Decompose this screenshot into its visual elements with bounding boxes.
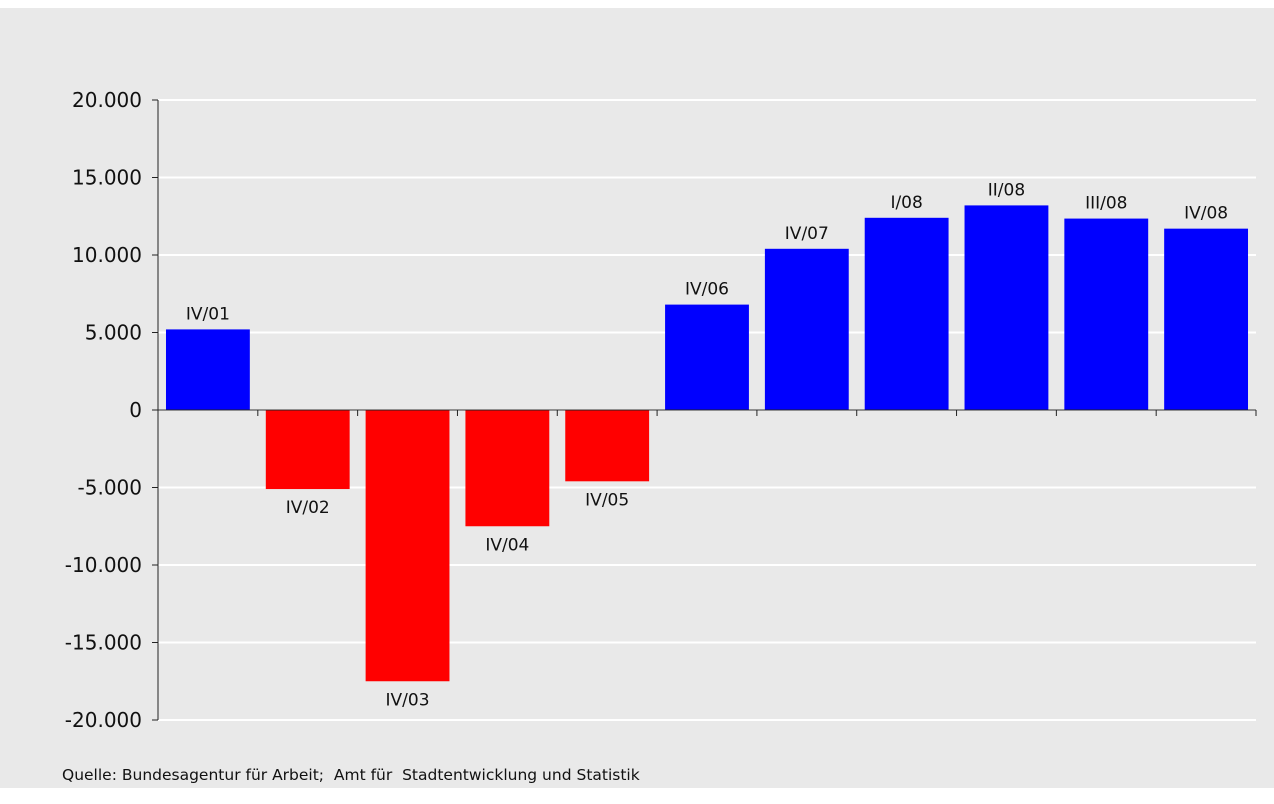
source-note: Quelle: Bundesagentur für Arbeit; Amt fü…: [62, 766, 640, 784]
bar-iv-06: [665, 304, 749, 410]
y-tick-label: -15.000: [65, 631, 142, 655]
y-tick-label: 15.000: [72, 166, 142, 190]
bar-iii-08: [1064, 218, 1149, 410]
bar-label: IV/04: [485, 535, 529, 555]
bar-label: IV/06: [685, 280, 729, 300]
bar-label: IV/08: [1184, 204, 1228, 224]
bar-iv-02: [265, 410, 350, 490]
bar-ii-08: [964, 205, 1049, 410]
bar-iv-03: [365, 410, 450, 682]
bar-i-08: [864, 217, 949, 410]
bar-label: IV/02: [286, 498, 330, 518]
bars: [165, 205, 1249, 682]
bar-iv-01: [165, 329, 250, 410]
y-tick-label: 10.000: [72, 243, 142, 267]
bar-iv-04: [465, 410, 550, 527]
bar-iv-07: [764, 248, 849, 410]
bar-label: IV/05: [585, 490, 629, 510]
bar-chart: 20.000 15.000 10.000 5.000 0 -5.000 -10.000 -15…: [65, 88, 1257, 732]
bar-label: III/08: [1085, 194, 1127, 214]
y-tick-label: -5.000: [78, 476, 142, 500]
y-tick-label: 5.000: [85, 321, 142, 345]
bar-label: IV/03: [386, 690, 430, 710]
axes: [152, 99, 1257, 721]
bar-iv-05: [565, 410, 650, 482]
bar-label: IV/07: [785, 224, 829, 244]
y-tick-label: 0: [129, 398, 142, 422]
labels: 20.000 15.000 10.000 5.000 0 -5.000 -10.000 -15…: [65, 88, 1228, 732]
y-tick-label: -10.000: [65, 553, 142, 577]
bar-label: I/08: [890, 193, 922, 213]
bar-label: II/08: [988, 180, 1025, 200]
bar-label: IV/01: [186, 304, 230, 324]
y-tick-label: -20.000: [65, 708, 142, 732]
y-tick-label: 20.000: [72, 88, 142, 112]
bar-iv-08: [1164, 228, 1249, 410]
